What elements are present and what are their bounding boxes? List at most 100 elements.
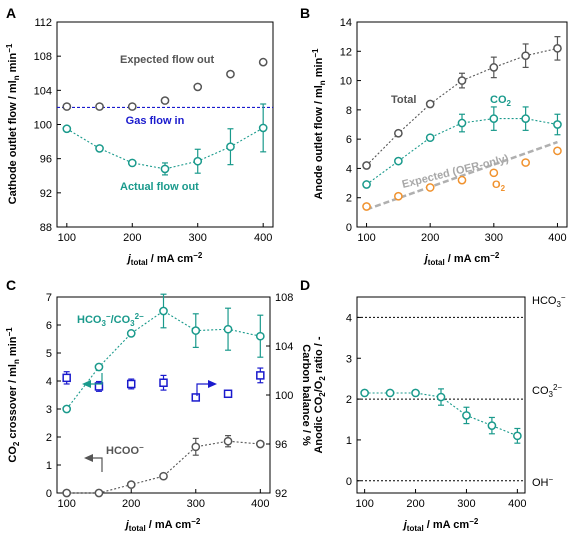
y-tick-label: 12 (340, 46, 352, 58)
carbon-balance-point (159, 378, 168, 387)
data-point (126, 480, 136, 489)
data-point (411, 388, 420, 398)
y-axis-label-b: Anode outlet flow / mln min−1 (311, 48, 327, 199)
data-point (362, 202, 371, 211)
annotation-gas-flow-in: Gas flow in (126, 115, 185, 127)
y-tick-label: 1 (46, 460, 52, 472)
data-point (159, 306, 168, 316)
y-tick-label: 4 (346, 312, 352, 324)
y-tick-label: 0 (46, 488, 52, 500)
y-tick-label: 1 (346, 435, 352, 447)
series-line (366, 47, 558, 166)
panel-label-b: B (300, 5, 310, 21)
data-point (489, 63, 499, 72)
y-tick-label: 104 (34, 85, 52, 97)
data-point (553, 44, 562, 53)
x-axis-label-d: jtotal / mA cm−2 (402, 517, 479, 533)
carbon-balance-point (94, 382, 104, 391)
y-tick-label: 10 (340, 76, 352, 88)
panel-a: 100 200 300 400 88 92 96 100 104 108 112 (34, 17, 274, 244)
data-point (160, 96, 170, 105)
data-point (360, 388, 369, 398)
carbon-balance-point (126, 379, 136, 389)
y-tick-label: 100 (34, 120, 52, 132)
panel-label-a: A (6, 5, 16, 21)
y-axis-label-d: Anodic CO2/O2 ratio / - (313, 336, 327, 453)
y-tick-label: 88 (40, 222, 52, 234)
y-tick-label: 0 (346, 476, 352, 488)
data-point (127, 102, 137, 111)
y-axis-label-c: CO2 crossover / mln min−1 (5, 327, 21, 463)
x-tick-label: 300 (457, 498, 475, 510)
data-point (95, 102, 104, 111)
annotation-hcoo: HCOO− (106, 443, 144, 457)
data-point (191, 326, 201, 335)
data-point (436, 392, 446, 402)
data-point (457, 118, 467, 128)
x-tick-label: 400 (508, 498, 526, 510)
data-point (521, 114, 530, 123)
x-tick-label: 200 (122, 498, 140, 510)
data-point (223, 436, 233, 446)
data-point (462, 411, 471, 420)
data-point (425, 133, 435, 143)
ref-label-oh: OH− (532, 475, 554, 489)
data-point (126, 329, 136, 338)
x-axis-label-a: jtotal / mA cm−2 (126, 251, 203, 267)
x-tick-label: 100 (58, 498, 76, 510)
y-axis-label-a: Cathode outlet flow / mln min−1 (5, 43, 21, 204)
x-tick-label: 300 (485, 232, 503, 244)
plot-frame-b (356, 21, 568, 228)
data-point (193, 156, 203, 166)
annotation-total: Total (391, 94, 416, 106)
data-point (553, 120, 562, 129)
data-point (160, 164, 170, 174)
x-tick-label: 300 (187, 498, 205, 510)
x-tick-label: 300 (189, 232, 207, 244)
y-tick-label: 7 (46, 292, 52, 304)
y2-tick-label: 104 (275, 341, 293, 353)
y2-tick-label: 92 (275, 488, 287, 500)
x-tick-label: 200 (123, 232, 141, 244)
y-tick-label: 3 (346, 353, 352, 365)
data-point (394, 191, 403, 201)
data-point (362, 180, 371, 189)
y-tick-label: 2 (46, 432, 52, 444)
data-point (457, 76, 467, 85)
x-tick-label: 200 (421, 232, 439, 244)
annotation-expected-flow-out: Expected flow out (120, 54, 214, 66)
panel-b: 100 200 300 400 0 2 4 6 8 10 12 14 (340, 17, 568, 244)
data-point (193, 82, 203, 92)
data-point (95, 144, 104, 153)
y2-tick-label: 108 (275, 292, 293, 304)
expected-oer-line (366, 140, 558, 211)
data-point (513, 431, 522, 441)
data-point (489, 168, 499, 178)
x-tick-label: 100 (355, 498, 373, 510)
data-point (553, 146, 562, 156)
annotation-hco3-co3: HCO3−/CO32− (77, 312, 144, 328)
panel-label-c: C (6, 277, 16, 293)
data-point (521, 51, 530, 61)
y2-axis-label-c: Carbon balance / % (300, 344, 312, 446)
data-point (127, 158, 137, 168)
y-tick-label: 2 (346, 193, 352, 205)
ref-label-co3: CO32− (532, 383, 562, 399)
y-tick-label: 96 (40, 154, 52, 166)
data-point (362, 161, 371, 170)
y-tick-label: 4 (46, 376, 52, 388)
data-point (425, 183, 435, 192)
panel-label-d: D (300, 277, 310, 293)
data-point (94, 362, 104, 372)
x-tick-label: 400 (548, 232, 566, 244)
data-point (255, 331, 265, 341)
data-point (191, 442, 201, 452)
y-tick-label: 112 (34, 17, 52, 29)
y-tick-label: 4 (346, 163, 352, 175)
arrow-right-blue (196, 380, 217, 396)
carbon-balance-point (223, 389, 233, 399)
data-point (489, 114, 499, 123)
data-point (425, 99, 435, 109)
data-point (62, 404, 72, 414)
data-point (159, 471, 168, 481)
